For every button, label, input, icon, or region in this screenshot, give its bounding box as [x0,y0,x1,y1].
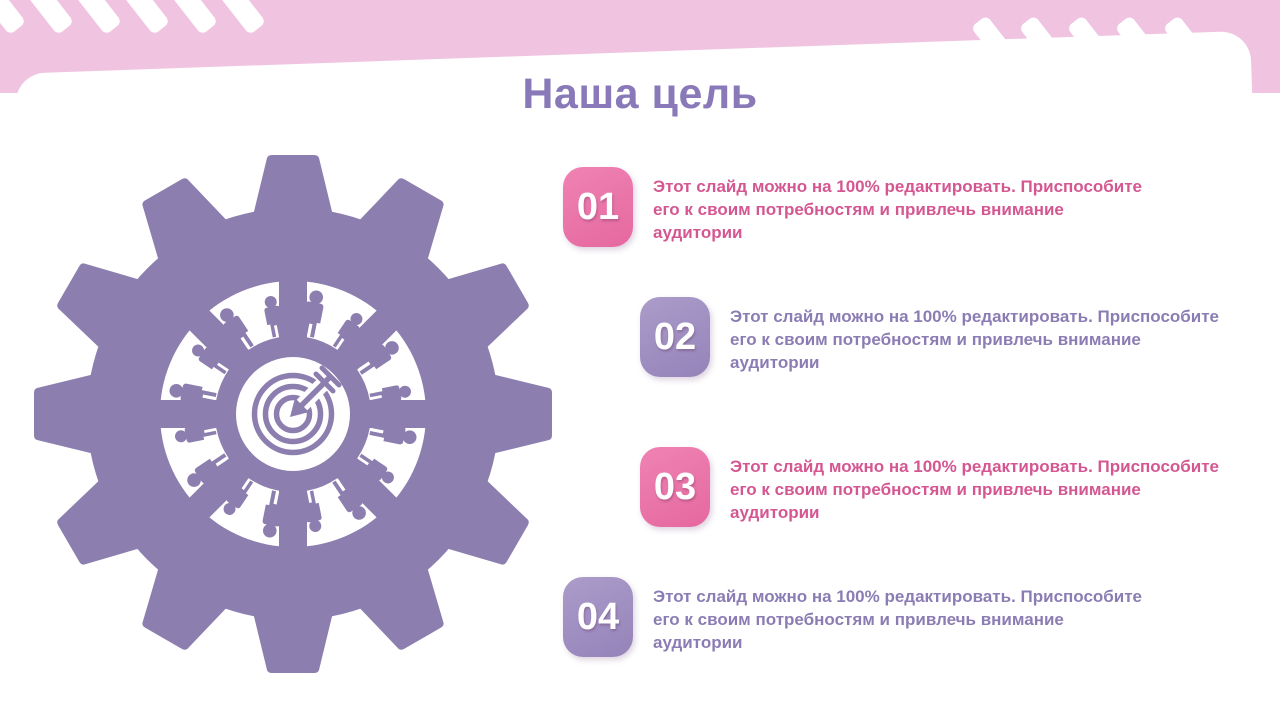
step-number-badge: 03 [640,447,710,527]
list-item: 01 Этот слайд можно на 100% редактироват… [563,167,1158,247]
gear-teamwork-illustration [34,155,552,673]
step-description: Этот слайд можно на 100% редактировать. … [653,177,1143,242]
step-number-badge: 02 [640,297,710,377]
list-item: 03 Этот слайд можно на 100% редактироват… [640,447,1235,527]
step-description: Этот слайд можно на 100% редактировать. … [730,307,1220,372]
step-description: Этот слайд можно на 100% редактировать. … [653,587,1143,652]
list-item: 04 Этот слайд можно на 100% редактироват… [563,577,1158,657]
slide-title: Наша цель [522,70,758,118]
step-number-badge: 01 [563,167,633,247]
step-description: Этот слайд можно на 100% редактировать. … [730,457,1220,522]
step-number-badge: 04 [563,577,633,657]
target-icon [251,365,342,456]
list-item: 02 Этот слайд можно на 100% редактироват… [640,297,1235,377]
